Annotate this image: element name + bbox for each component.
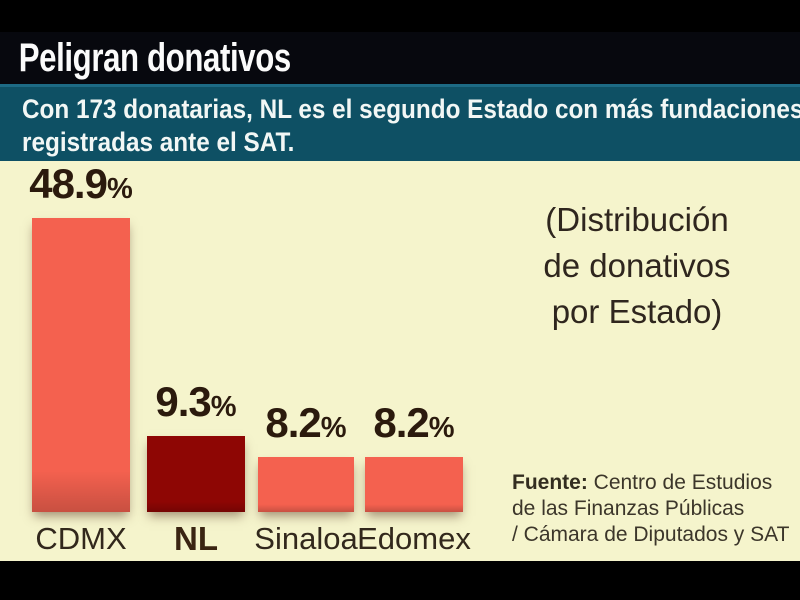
bar-sinaloa <box>258 457 354 512</box>
annotation-line-3: por Estado) <box>551 293 723 330</box>
bar-value-cdmx: 48.9% <box>2 160 160 213</box>
bar-category-nl: NL <box>174 520 218 557</box>
subtitle-banner: Con 173 donatarias, NL es el segundo Est… <box>0 87 800 161</box>
annotation-line-2: de donativos <box>543 247 731 284</box>
bar-value-percent-sign: % <box>210 391 237 423</box>
annotation-line-1: (Distribución <box>545 201 729 238</box>
bar-value-number: 48.9 <box>29 160 108 207</box>
source-line-1: Fuente: Centro de Estudios <box>512 470 789 496</box>
source-line-2: de las Finanzas Públicas <box>512 497 745 520</box>
bottom-letterbox <box>0 561 800 600</box>
source-line-1-text: Centro de Estudios <box>587 471 773 494</box>
bar-value-number: 8.2 <box>373 399 429 446</box>
chart-area: 48.9% CDMX 9.3% NL 8.2% Sinaloa 8.2% Edomex (Di… <box>0 160 800 561</box>
top-letterbox <box>0 0 800 32</box>
bar-value-percent-sign: % <box>428 412 455 444</box>
bar-value-number: 9.3 <box>155 378 211 425</box>
bar-value-edomex: 8.2% <box>335 399 493 452</box>
bar-category-sinaloa: Sinaloa <box>254 521 358 556</box>
banner-top-edge <box>0 84 800 87</box>
bar-value-sinaloa: 8.2% <box>228 399 384 452</box>
source-note: Fuente: Centro de Estudios de las Finanz… <box>512 470 789 548</box>
bar-cdmx <box>32 218 130 512</box>
bar-value-nl: 9.3% <box>117 378 275 431</box>
chart-annotation: (Distribución de donativos por Estado) <box>497 197 777 335</box>
bar-value-percent-sign: % <box>106 173 133 205</box>
bar-chart: 48.9% CDMX 9.3% NL 8.2% Sinaloa 8.2% Edomex <box>0 160 800 561</box>
source-line-3: / Cámara de Diputados y SAT <box>512 523 790 546</box>
bar-nl <box>147 436 245 512</box>
bar-category-edomex: Edomex <box>357 521 471 556</box>
bar-value-percent-sign: % <box>320 412 347 444</box>
bar-category-cdmx: CDMX <box>35 521 127 556</box>
page-title: Peligran donativos <box>18 36 292 80</box>
header: Peligran donativos <box>0 32 800 84</box>
source-label: Fuente: <box>512 471 588 494</box>
bar-edomex <box>365 457 463 512</box>
bar-value-number: 8.2 <box>265 399 321 446</box>
banner-text-line-2: registradas ante el SAT. <box>22 127 295 157</box>
banner-text-line-1: Con 173 donatarias, NL es el segundo Est… <box>22 94 800 124</box>
